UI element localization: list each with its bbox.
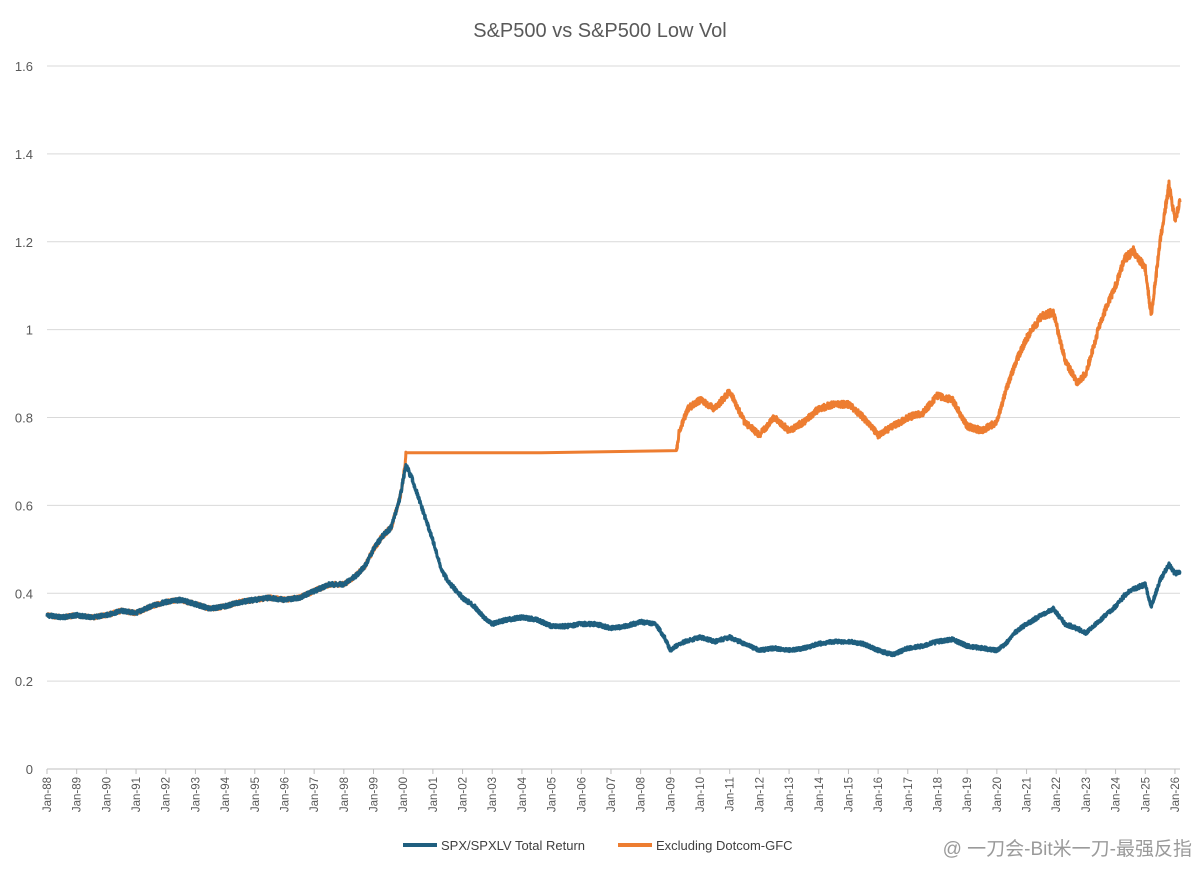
x-tick-label: Jan-10 xyxy=(695,777,707,812)
x-tick-label: Jan-01 xyxy=(428,777,440,812)
x-tick-label: Jan-94 xyxy=(220,776,232,812)
x-tick-label: Jan-24 xyxy=(1111,776,1123,812)
x-tick-label: Jan-06 xyxy=(576,777,588,812)
x-tick-label: Jan-03 xyxy=(487,777,499,812)
y-tick-label: 1 xyxy=(26,323,33,338)
y-tick-label: 0.4 xyxy=(15,586,33,601)
x-tick-label: Jan-15 xyxy=(843,777,855,812)
chart-title: S&P500 vs S&P500 Low Vol xyxy=(473,20,727,42)
x-tick-label: Jan-09 xyxy=(665,777,677,812)
x-tick-label: Jan-17 xyxy=(903,777,915,812)
x-tick-label: Jan-13 xyxy=(784,777,796,812)
series-line-excluding-dotcom-gfc xyxy=(45,179,1182,621)
y-tick-label: 1.4 xyxy=(15,147,33,162)
x-tick-label: Jan-04 xyxy=(517,776,529,812)
x-tick-label: Jan-97 xyxy=(309,777,321,812)
x-tick-label: Jan-14 xyxy=(814,776,826,812)
x-tick-label: Jan-07 xyxy=(606,777,618,812)
x-tick-label: Jan-91 xyxy=(131,777,143,812)
x-tick-label: Jan-11 xyxy=(725,777,737,811)
x-tick-label: Jan-20 xyxy=(992,777,1004,812)
x-tick-label: Jan-92 xyxy=(161,777,173,812)
x-tick-label: Jan-18 xyxy=(932,777,944,812)
x-tick-label: Jan-96 xyxy=(279,777,291,812)
x-tick-label: Jan-93 xyxy=(190,777,202,812)
x-tick-label: Jan-90 xyxy=(101,777,113,812)
legend-label-excluding-dotcom-gfc: Excluding Dotcom-GFC xyxy=(656,838,793,853)
x-tick-label: Jan-12 xyxy=(754,777,766,812)
x-tick-label: Jan-89 xyxy=(72,777,84,812)
x-tick-label: Jan-00 xyxy=(398,777,410,812)
x-axis-ticks: Jan-88 Jan-89 Jan-90 Jan-91 Jan-92 Jan-93 Jan-… xyxy=(42,769,1182,812)
y-tick-label: 0 xyxy=(26,762,33,777)
y-tick-label: 1.6 xyxy=(15,59,33,74)
x-tick-label: Jan-02 xyxy=(458,777,470,812)
gridlines xyxy=(47,65,1180,770)
x-tick-label: Jan-23 xyxy=(1081,777,1093,812)
y-tick-label: 0.6 xyxy=(15,498,33,513)
y-tick-label: 0.8 xyxy=(15,411,33,426)
y-tick-label: 1.2 xyxy=(15,235,33,250)
y-axis-ticks: 0 0.2 0.4 0.6 0.8 1 1.2 1.4 1.6 xyxy=(15,59,33,777)
x-tick-label: Jan-25 xyxy=(1140,777,1152,812)
x-tick-label: Jan-26 xyxy=(1170,777,1182,812)
series-line-spx-spxlv xyxy=(45,463,1182,658)
x-tick-label: Jan-98 xyxy=(339,777,351,812)
x-tick-label: Jan-19 xyxy=(962,777,974,812)
x-tick-label: Jan-21 xyxy=(1022,777,1034,812)
legend: SPX/SPXLV Total Return Excluding Dotcom-… xyxy=(403,838,793,853)
x-tick-label: Jan-95 xyxy=(250,777,262,812)
x-tick-label: Jan-88 xyxy=(42,777,54,812)
x-tick-label: Jan-16 xyxy=(873,777,885,812)
watermark: @ 一刀会-Bit米一刀-最强反指 xyxy=(943,838,1192,860)
x-tick-label: Jan-99 xyxy=(369,777,381,812)
x-tick-label: Jan-22 xyxy=(1051,777,1063,812)
y-tick-label: 0.2 xyxy=(15,674,33,689)
legend-label-spx-spxlv: SPX/SPXLV Total Return xyxy=(441,838,585,853)
series-lines xyxy=(45,179,1182,658)
x-tick-label: Jan-08 xyxy=(636,777,648,812)
x-tick-label: Jan-05 xyxy=(547,777,559,812)
